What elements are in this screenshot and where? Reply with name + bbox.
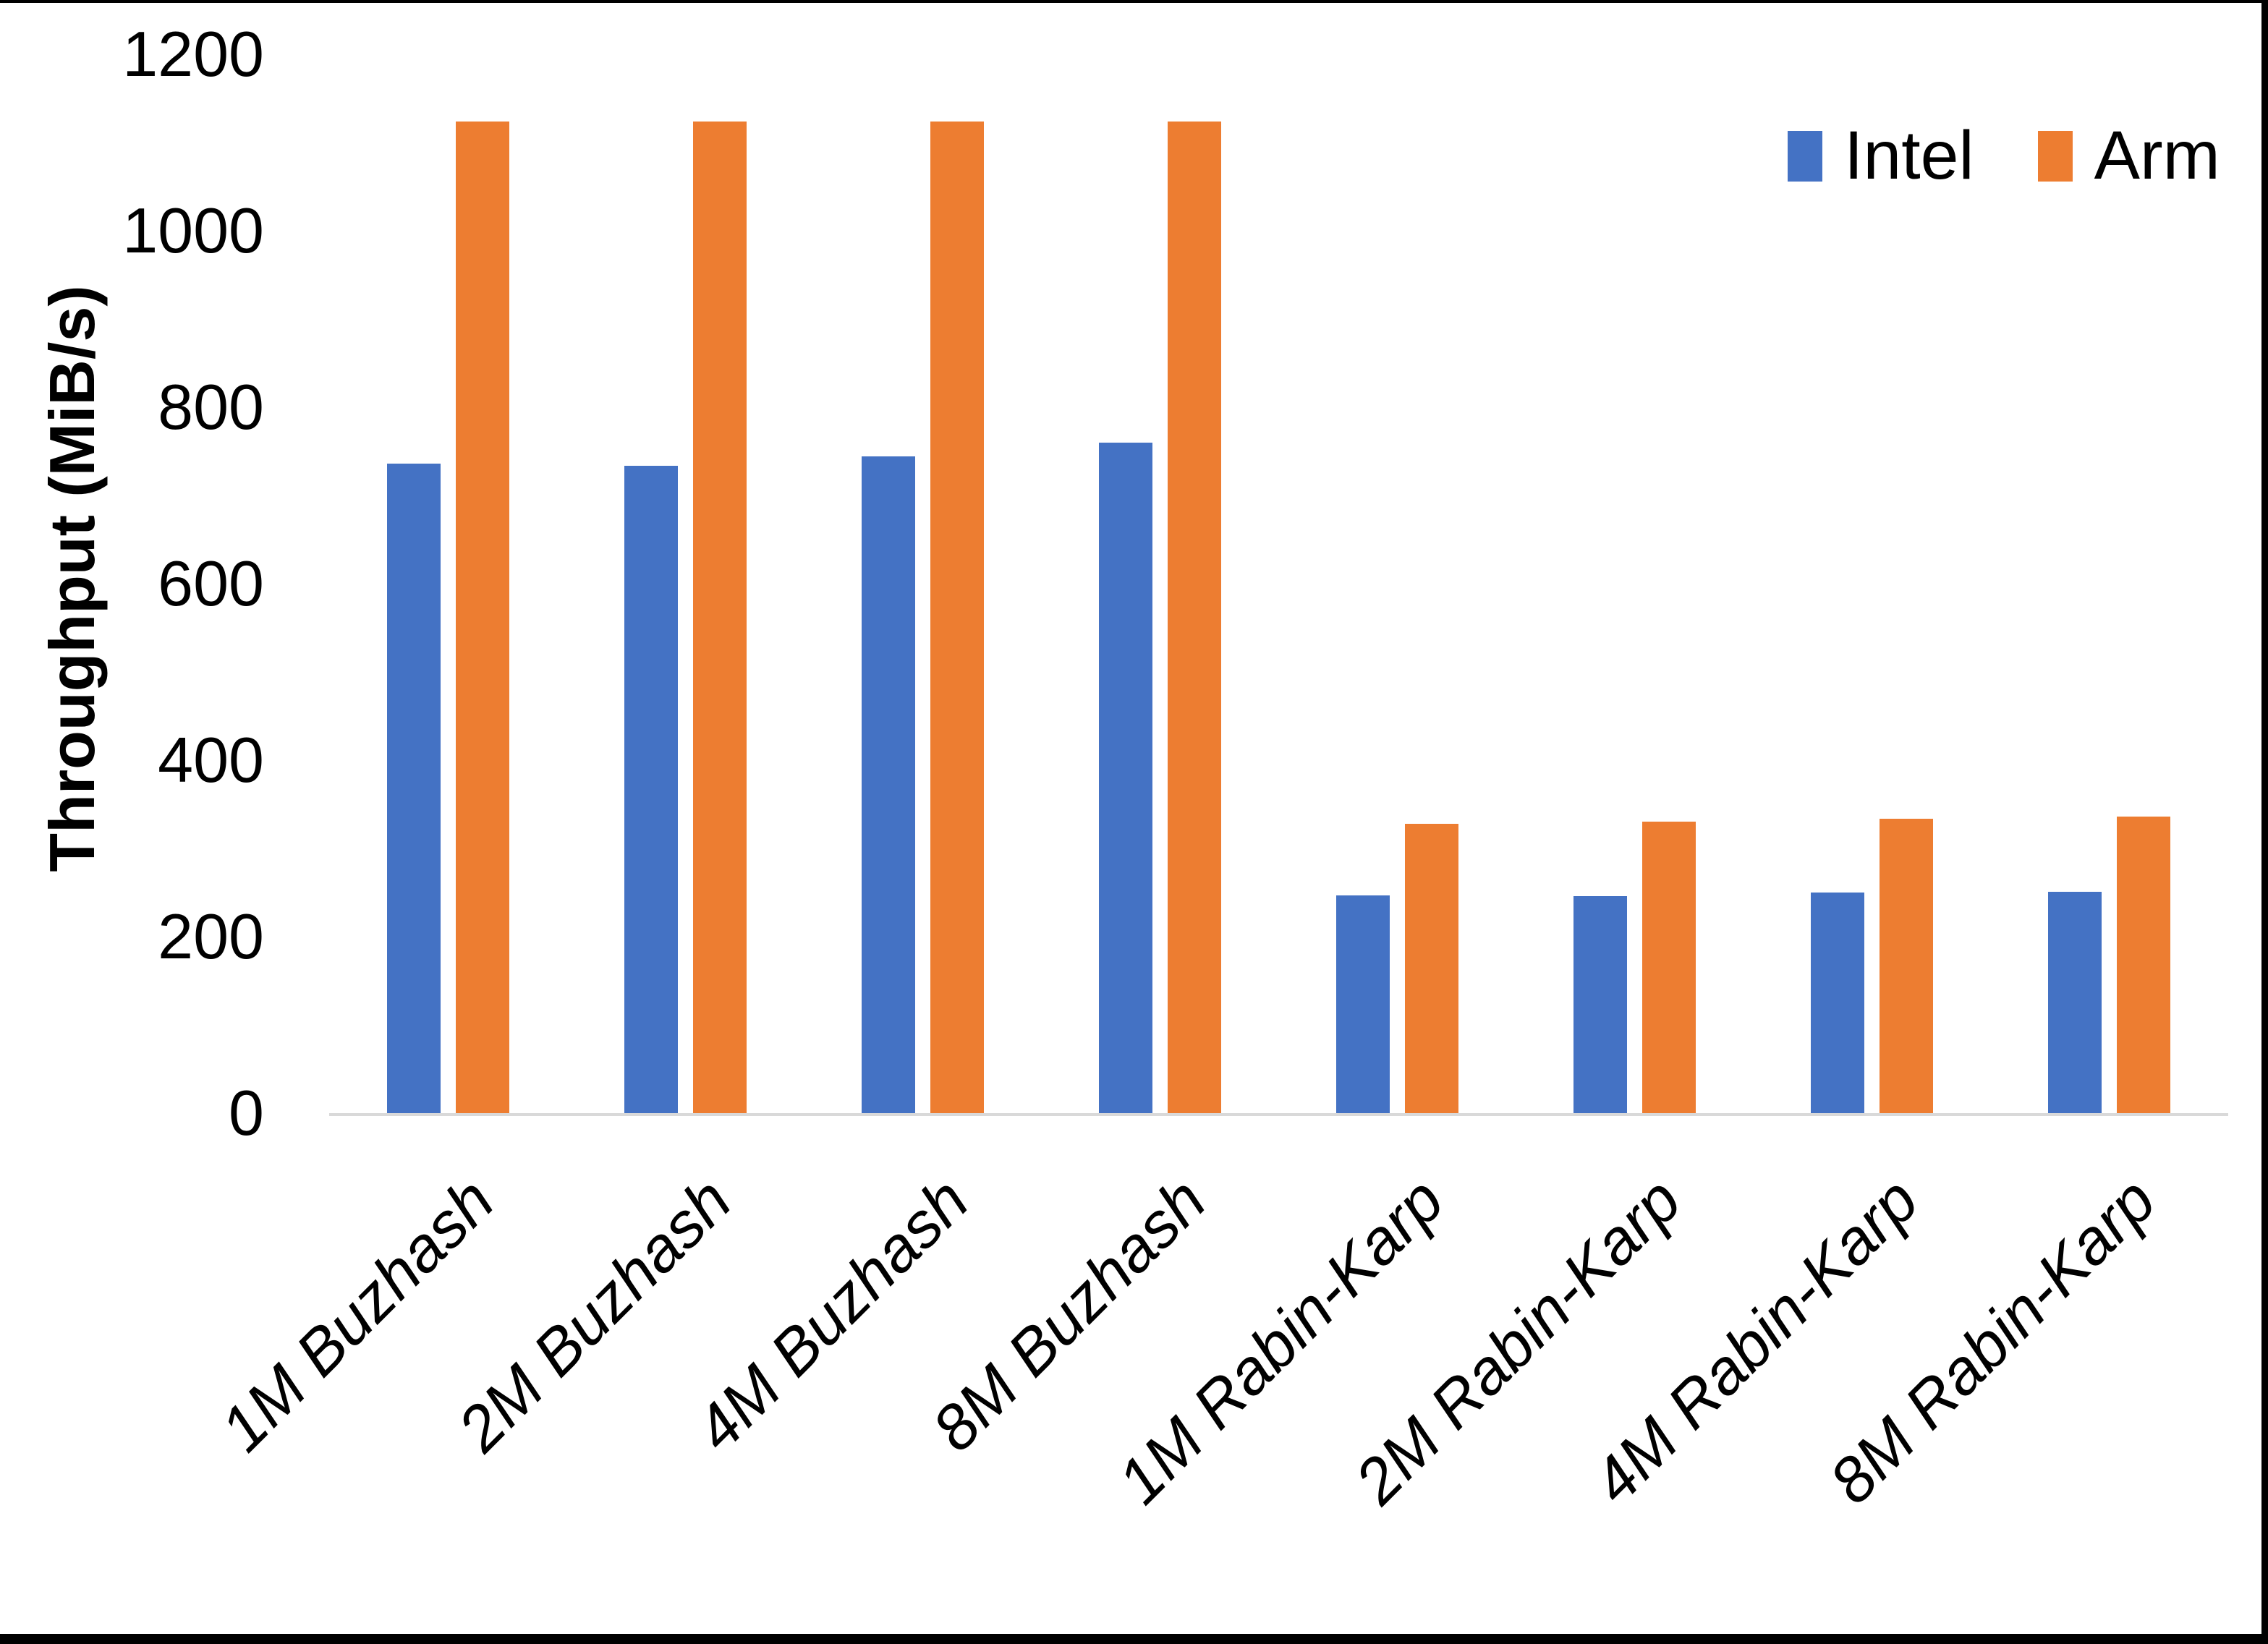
y-tick-label-0: 0 — [229, 1077, 264, 1149]
legend-swatch-arm — [2037, 130, 2073, 182]
y-tick-label-1200: 1200 — [122, 18, 264, 90]
bar-arm-1m-buzhash — [455, 121, 509, 1113]
bar-arm-2m-buzhash — [692, 121, 747, 1113]
bar-intel-2m-buzhash — [624, 465, 678, 1113]
bar-intel-8m-rabin-karp — [2048, 891, 2102, 1113]
bar-intel-4m-rabin-karp — [1811, 893, 1865, 1113]
y-tick-label-200: 200 — [158, 900, 264, 972]
bar-arm-4m-buzhash — [930, 121, 984, 1113]
bar-intel-8m-buzhash — [1098, 442, 1152, 1113]
legend-swatch-intel — [1788, 130, 1822, 182]
bar-arm-4m-rabin-karp — [1880, 818, 1934, 1113]
bar-intel-4m-buzhash — [861, 456, 915, 1113]
chart-legend: Intel Arm — [1788, 122, 2220, 190]
y-tick-label-600: 600 — [158, 548, 264, 619]
legend-label-intel: Intel — [1844, 117, 1974, 194]
bar-arm-2m-rabin-karp — [1642, 822, 1696, 1113]
bar-arm-8m-buzhash — [1167, 121, 1221, 1113]
bar-arm-8m-rabin-karp — [2117, 817, 2171, 1113]
y-tick-label-400: 400 — [158, 724, 264, 796]
bar-intel-1m-rabin-karp — [1336, 895, 1390, 1113]
legend-label-arm: Arm — [2094, 117, 2220, 194]
x-axis-line — [329, 1113, 2228, 1116]
bar-intel-2m-rabin-karp — [1573, 895, 1628, 1113]
legend-item-arm: Arm — [2037, 117, 2220, 194]
screenshot-border-top — [0, 0, 2268, 3]
bar-intel-1m-buzhash — [386, 464, 441, 1113]
legend-item-intel: Intel — [1788, 122, 1974, 190]
screenshot-border-bottom — [0, 1634, 2268, 1644]
y-tick-label-800: 800 — [158, 371, 264, 443]
bar-arm-1m-rabin-karp — [1405, 823, 1459, 1113]
screenshot-border-right — [2261, 0, 2268, 1644]
y-tick-label-1000: 1000 — [122, 195, 264, 266]
